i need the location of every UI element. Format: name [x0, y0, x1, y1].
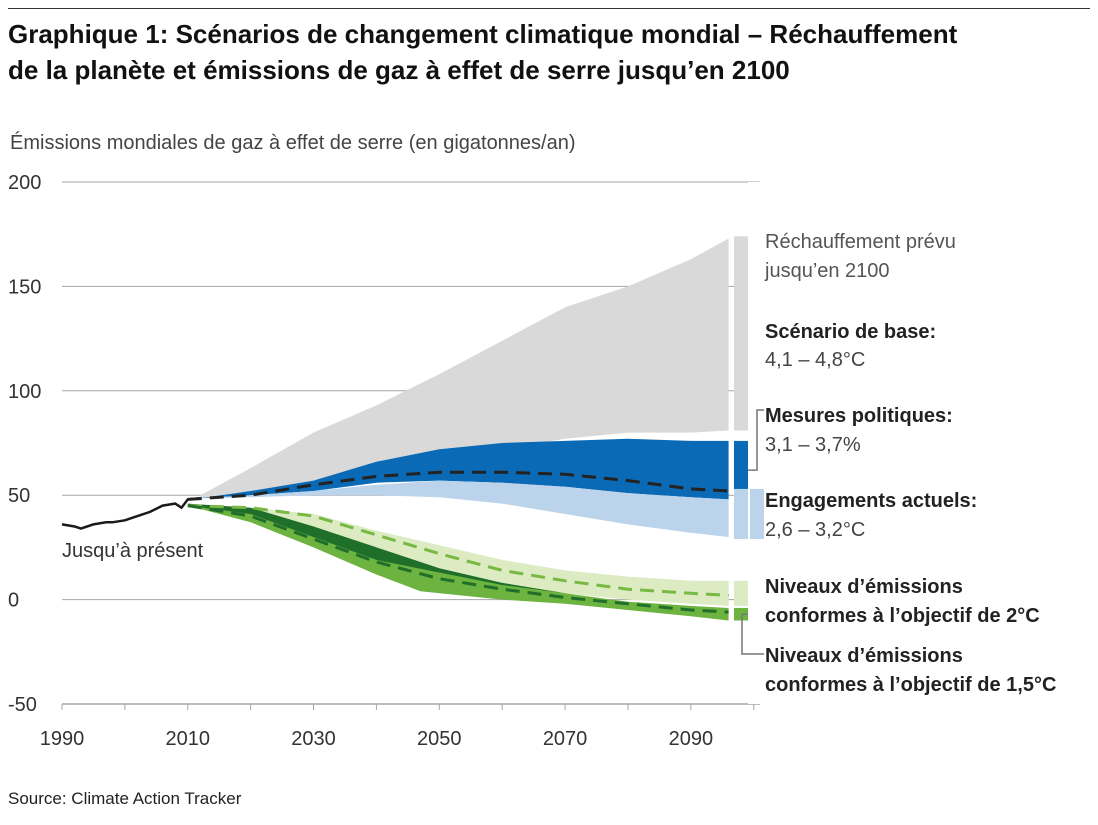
y-tick-0: 0	[8, 590, 19, 612]
chart-title-line-2: de la planète et émissions de gaz à effe…	[8, 55, 790, 85]
x-tick-2010: 2010	[166, 728, 211, 750]
x-tick-2090: 2090	[669, 728, 714, 750]
onefive-label-line-2: conformes à l’objectif de 1,5°C	[765, 674, 1056, 696]
y-tick-100: 100	[8, 381, 41, 403]
warming-range-bars	[734, 182, 764, 704]
y-tick-200: 200	[8, 172, 41, 194]
x-tick-2030: 2030	[291, 728, 336, 750]
annotation-header-line-2: jusqu’en 2100	[764, 260, 890, 282]
x-tick-2070: 2070	[543, 728, 588, 750]
top-rule	[8, 8, 1090, 9]
line-onefive-median	[187, 504, 729, 614]
y-axis-label: Émissions mondiales de gaz à effet de se…	[10, 131, 576, 154]
end-bar-gap	[748, 182, 762, 704]
x-tick-2050: 2050	[417, 728, 462, 750]
x-tick-labels: 1990 2010 2030 2050 2070 2090	[40, 704, 755, 750]
two-c-label-line-2: conformes à l’objectif de 2°C	[765, 605, 1040, 627]
end-bar-pledges	[734, 488, 748, 540]
end-bar-baseline	[734, 236, 748, 431]
line-two-c-median	[187, 504, 729, 597]
policy-label: Mesures politiques:	[765, 405, 953, 427]
leader-onefive	[741, 613, 764, 655]
band-policy	[200, 438, 729, 500]
end-bar-onefive	[734, 607, 748, 621]
band-onefive-dark	[187, 503, 566, 594]
scenario-bands	[187, 238, 729, 621]
baseline-range: 4,1 – 4,8°C	[765, 349, 865, 371]
line-policy-median	[187, 470, 729, 501]
onefive-label-line-1: Niveaux d’émissions	[765, 645, 963, 667]
scenario-lines	[61, 470, 729, 614]
x-tick-1990: 1990	[40, 728, 85, 750]
policy-range: 3,1 – 3,7%	[765, 434, 861, 456]
annotation-leader-lines	[741, 409, 764, 655]
pledges-range: 2,6 – 3,2°C	[765, 519, 865, 541]
y-tick--50: -50	[8, 694, 37, 716]
band-baseline	[200, 238, 729, 499]
band-pledges	[200, 480, 729, 537]
y-tick-150: 150	[8, 276, 41, 298]
end-bar-pledges-offset	[750, 488, 764, 540]
y-tick-labels: 200 150 100 50 0 -50	[8, 172, 41, 716]
pledges-label: Engagements actuels:	[765, 490, 977, 512]
history-label: Jusqu’à présent	[62, 540, 204, 562]
annotation-header-line-1: Réchauffement prévu	[765, 231, 956, 253]
history-line	[61, 497, 201, 530]
baseline-label: Scénario de base:	[765, 321, 936, 343]
chart-title: Graphique 1: Scénarios de changement cli…	[8, 16, 1088, 88]
end-bar-two-c	[734, 580, 748, 606]
chart-title-line-1: Graphique 1: Scénarios de changement cli…	[8, 19, 958, 49]
end-bar-policy	[734, 440, 748, 500]
source-note: Source: Climate Action Tracker	[8, 789, 242, 808]
two-c-label-line-1: Niveaux d’émissions	[765, 576, 963, 598]
y-tick-50: 50	[8, 485, 30, 507]
leader-policy	[748, 409, 764, 471]
